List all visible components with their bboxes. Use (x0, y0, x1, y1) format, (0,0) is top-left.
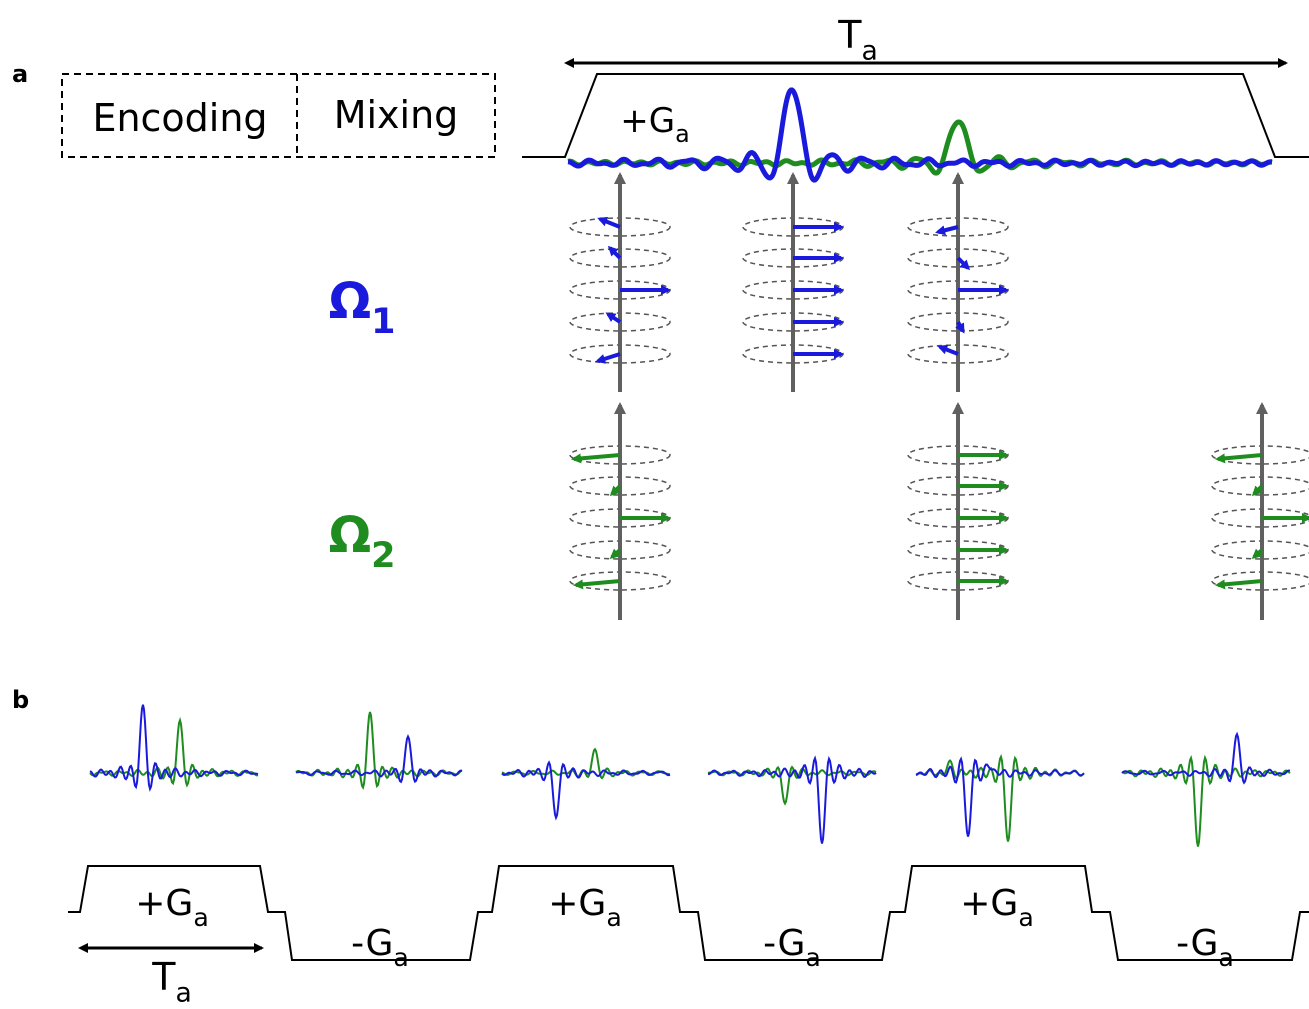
species-label-symbol: Ω (329, 272, 372, 330)
species-label: Ω1 (329, 272, 396, 342)
gradient-label-symbol: -G (763, 923, 805, 964)
duration-label: Ta (151, 955, 192, 1008)
gradient-label-symbol: +G (548, 883, 606, 924)
species-label-subscript: 1 (371, 302, 395, 342)
spin-vector (607, 245, 622, 260)
spectrum-blue (707, 755, 877, 844)
duration-label-subscript: a (175, 977, 191, 1008)
gradient-label: +Ga (548, 883, 622, 932)
spin-vector (595, 352, 621, 364)
box-label: Encoding (92, 96, 267, 140)
gradient-train (68, 865, 1309, 961)
spectrum-green (295, 711, 463, 791)
spin-vector (937, 344, 959, 356)
species-label: Ω2 (329, 506, 396, 576)
spin-vector (935, 225, 959, 236)
gradient-label-subscript: a (193, 903, 208, 932)
duration-label-symbol: T (151, 955, 176, 999)
species-label-subscript: 2 (371, 536, 395, 576)
gradient-label: +Ga (620, 101, 689, 148)
spin-vector (955, 321, 965, 334)
duration-label-symbol: T (837, 13, 862, 57)
gradient-label: -Ga (351, 923, 409, 972)
spectrum-green (501, 747, 671, 780)
gradient-label-subscript: a (393, 943, 408, 972)
gradient-label-symbol: +G (620, 101, 675, 141)
gradient-label-symbol: -G (1176, 923, 1218, 964)
gradient-label-subscript: a (675, 120, 690, 148)
spectrum-blue (915, 756, 1085, 837)
spin-vector (605, 312, 622, 324)
spin-vector (1251, 548, 1264, 559)
box-label: Mixing (334, 93, 459, 137)
sequence-box (61, 73, 496, 158)
spin-vector (1251, 484, 1264, 497)
spectrum-green (89, 716, 259, 788)
spectrum-blue (567, 87, 1273, 183)
spectrum-blue (501, 760, 671, 821)
duration-label: Ta (837, 13, 878, 66)
panel-label: b (12, 686, 29, 714)
spin-vector (956, 256, 971, 271)
spin-vector (573, 579, 621, 590)
gradient-label: +Ga (960, 883, 1034, 932)
gradient-pulse (522, 73, 1309, 158)
gradient-label: -Ga (1176, 923, 1234, 972)
spin-vector (571, 453, 621, 464)
gradient-label-symbol: +G (135, 883, 193, 924)
gradient-label-subscript: a (805, 943, 820, 972)
gradient-label-subscript: a (1218, 943, 1233, 972)
spin-vector (1215, 579, 1263, 590)
spin-vector (609, 548, 622, 559)
gradient-label: -Ga (763, 923, 821, 972)
gradient-label-symbol: -G (351, 923, 393, 964)
spectrum-blue (295, 733, 463, 784)
gradient-label-subscript: a (606, 903, 621, 932)
duration-label-subscript: a (861, 35, 877, 66)
gradient-label-subscript: a (1018, 903, 1033, 932)
spectrum-blue (1121, 731, 1291, 785)
species-label-symbol: Ω (329, 506, 372, 564)
spin-vector (609, 484, 622, 497)
gradient-label: +Ga (135, 883, 209, 932)
spin-vector (1215, 453, 1263, 464)
spin-vector (597, 216, 621, 229)
gradient-label-symbol: +G (960, 883, 1018, 924)
panel-label: a (12, 60, 28, 88)
spectrum-blue (89, 704, 259, 792)
